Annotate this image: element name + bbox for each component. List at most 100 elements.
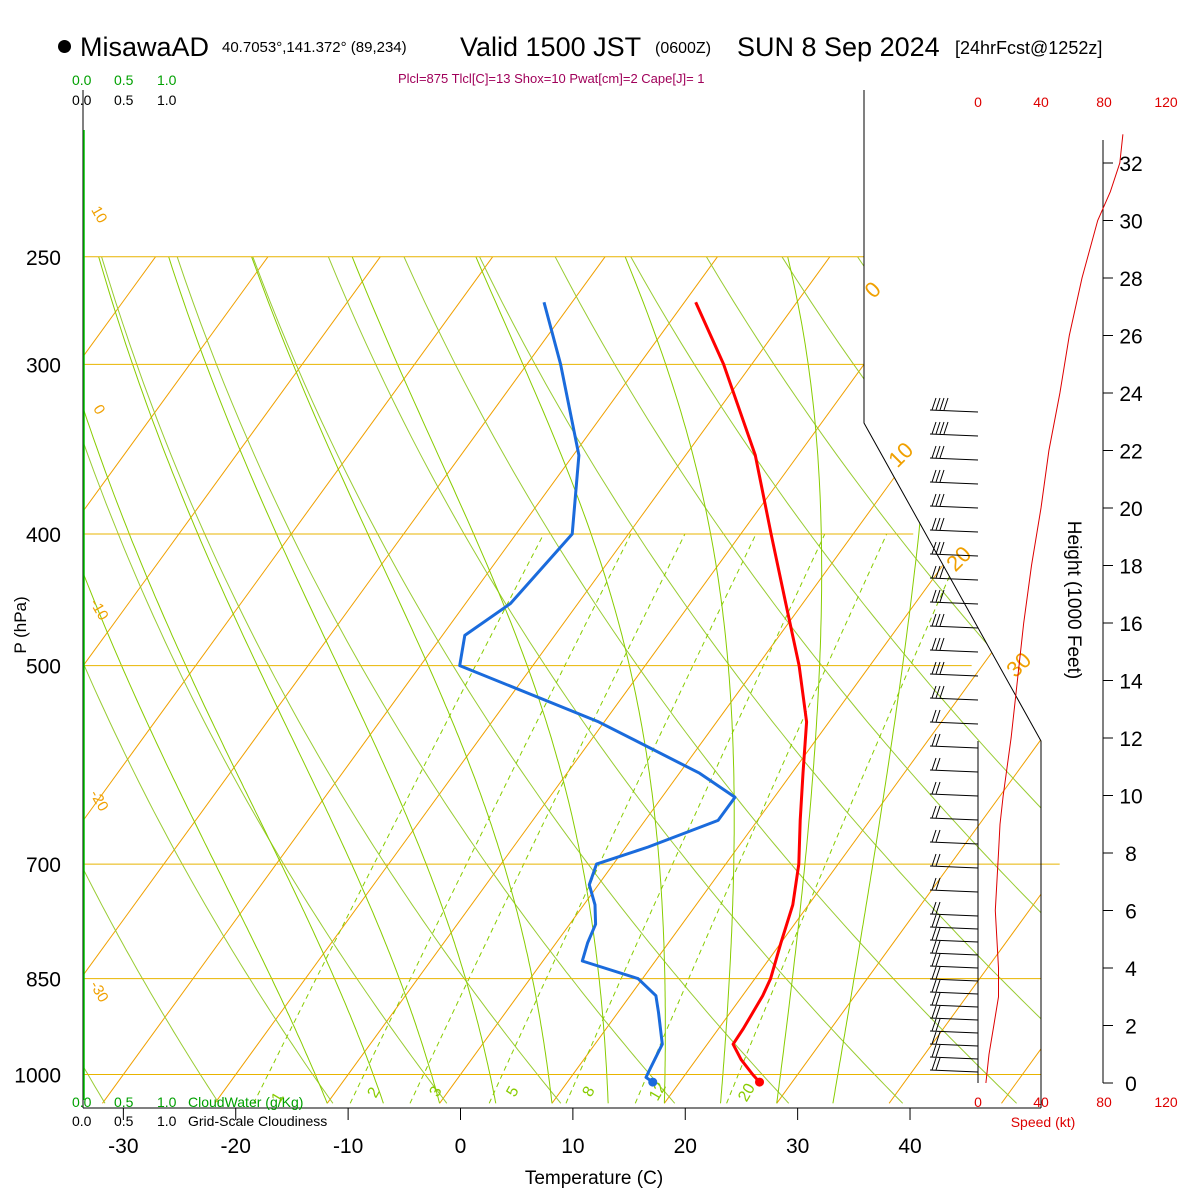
wind-barb-feather xyxy=(931,469,937,483)
wind-barb-feather xyxy=(935,733,941,747)
wind-barb xyxy=(929,445,979,461)
wind-barb-shaft xyxy=(929,505,979,509)
wind-barb-feather xyxy=(931,517,937,531)
height-tick-label: 2 xyxy=(1125,1016,1137,1039)
speed-tick-label: 40 xyxy=(1033,1094,1049,1110)
wind-barb-feather xyxy=(931,979,937,993)
speed-tick-label: 0 xyxy=(974,1094,982,1110)
height-tick-label: 24 xyxy=(1119,383,1143,406)
wind-barb-feather xyxy=(939,493,945,507)
wind-barb xyxy=(929,613,979,629)
chart-frame xyxy=(863,90,1042,1108)
wind-barb-shaft xyxy=(929,601,979,605)
wind-barb-feather xyxy=(935,709,941,723)
height-tick-label: 12 xyxy=(1119,728,1142,751)
moist-adiabat-line xyxy=(83,256,328,1104)
wind-barb-feather xyxy=(935,901,941,915)
wind-barb xyxy=(929,1057,979,1073)
pressure-tick-label: 1000 xyxy=(14,1065,61,1088)
wind-barb-shaft xyxy=(929,817,979,821)
wind-barb-feather xyxy=(939,445,945,459)
wind-barb xyxy=(929,1018,979,1034)
wind-barb-feather xyxy=(931,877,937,891)
speed-tick-label: 120 xyxy=(1154,1094,1178,1110)
wind-barb-feather xyxy=(931,781,937,795)
cloudiness-scale-tick: 0.0 xyxy=(72,92,92,108)
height-tick-label: 6 xyxy=(1125,901,1137,924)
wind-barb xyxy=(929,953,979,969)
wind-barb-feather xyxy=(931,493,937,507)
wind-barb-feather xyxy=(931,914,937,928)
wind-barb xyxy=(929,661,979,677)
wind-barb-feather xyxy=(931,757,937,771)
height-tick-label: 0 xyxy=(1125,1073,1137,1096)
wind-barb-shaft xyxy=(929,865,979,869)
wind-barb-feather xyxy=(931,397,937,411)
wind-barb-feather xyxy=(931,992,937,1006)
temperature-tick-label: 0 xyxy=(455,1135,467,1158)
height-tick-label: 4 xyxy=(1125,958,1137,981)
wind-barb-shaft xyxy=(929,649,979,653)
wind-barb-feather xyxy=(935,589,941,603)
wind-barb-feather xyxy=(943,397,949,411)
wind-barb-feather xyxy=(931,637,937,651)
wind-barb-feather xyxy=(931,661,937,675)
wind-barb-shaft xyxy=(929,433,979,437)
cloud-scale-tick: 0.5 xyxy=(114,1094,134,1110)
wind-speed-line xyxy=(985,134,1124,1084)
cloud-scale-tick: 0.5 xyxy=(114,72,134,88)
height-axis-title: Height (1000 Feet) xyxy=(1063,521,1084,679)
temperature-tick-label: 40 xyxy=(898,1135,921,1158)
wind-barb-feather xyxy=(931,1031,937,1045)
wind-barb-shaft xyxy=(929,673,979,677)
wind-barb-feather xyxy=(939,397,945,411)
temperature-tick-label: -10 xyxy=(333,1135,363,1158)
height-tick-label: 22 xyxy=(1119,441,1142,464)
wind-barb-feather xyxy=(935,805,941,819)
dry-adiabat-line xyxy=(630,256,1041,1104)
wind-barb xyxy=(929,877,979,893)
height-tick-label: 8 xyxy=(1125,843,1137,866)
valid-time-utc: (0600Z) xyxy=(655,40,712,57)
wind-barb xyxy=(929,589,979,605)
cloudiness-scale-tick: 0.5 xyxy=(114,92,134,108)
isotherm-line xyxy=(551,256,1041,1104)
wind-barb-feather xyxy=(935,541,941,555)
wind-barb xyxy=(929,927,979,943)
pressure-tick-label: 500 xyxy=(26,656,61,679)
speed-tick-label: 80 xyxy=(1096,1094,1112,1110)
wind-barb-shaft xyxy=(929,965,979,969)
dry-adiabat-line xyxy=(83,256,448,1104)
moist-adiabat-line xyxy=(83,256,384,1104)
wind-barb-feather xyxy=(935,421,941,435)
forecast-info: [24hrFcst@1252z] xyxy=(955,38,1103,58)
dry-adiabat-line xyxy=(327,256,904,1104)
wind-barb-shaft xyxy=(929,889,979,893)
dry-adiabat-line xyxy=(932,256,1041,1104)
wind-barb-feather xyxy=(939,565,945,579)
wind-barb-feather xyxy=(935,517,941,531)
temperature-tick-label: 10 xyxy=(561,1135,584,1158)
isotherm-line xyxy=(83,256,381,1104)
mixing-ratio-line xyxy=(565,533,826,1104)
background-lines xyxy=(83,256,1041,1104)
mixing-ratio-label: 8 xyxy=(580,1084,599,1100)
wind-barb-feather xyxy=(931,829,937,843)
pressure-axis-title: P (hPa) xyxy=(11,596,30,653)
valid-time: Valid 1500 JST xyxy=(460,32,642,62)
wind-barb-shaft xyxy=(929,409,979,413)
wind-barb-feather xyxy=(931,853,937,867)
wind-barb xyxy=(929,914,979,930)
wind-barb-shaft xyxy=(929,481,979,485)
dry-adiabat-line xyxy=(554,256,1041,1104)
mixing-ratio-line xyxy=(726,533,969,1104)
speed-tick-label: 0 xyxy=(974,94,982,110)
wind-barb-shaft xyxy=(929,769,979,773)
dry-adiabat-line xyxy=(176,256,676,1104)
surface-temperature-point xyxy=(755,1077,765,1087)
cloud-scale-tick: 1.0 xyxy=(157,72,177,88)
isotherm-line xyxy=(888,256,1041,1104)
height-tick-label: 10 xyxy=(1119,786,1142,809)
wind-barb-shaft xyxy=(929,1004,979,1008)
wind-barb-shaft xyxy=(929,939,979,943)
